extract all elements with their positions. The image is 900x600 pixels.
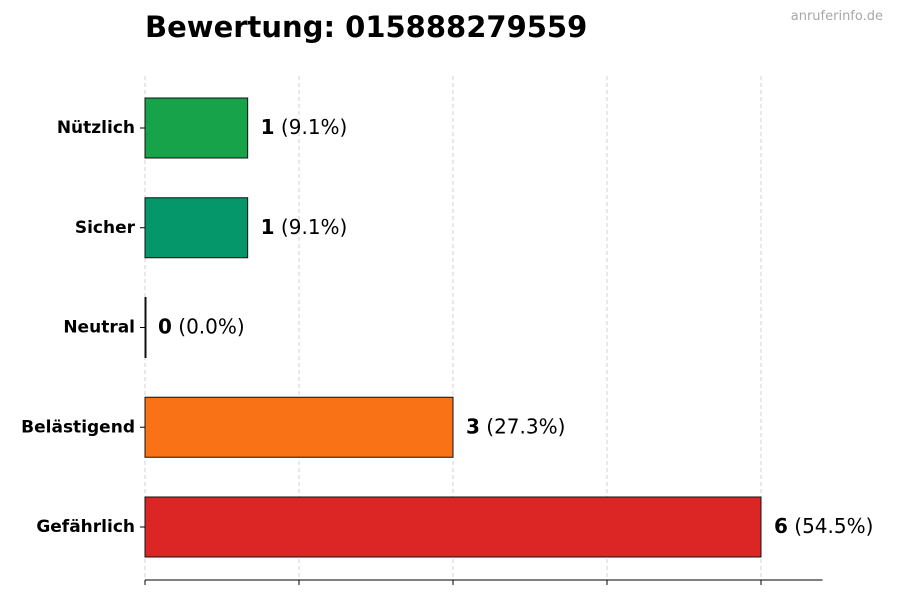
value-label-gefaehrlich: 6 (54.5%) — [774, 514, 873, 538]
value-percent: (27.3%) — [480, 414, 566, 438]
value-label-neutral: 0 (0.0%) — [158, 314, 245, 338]
category-label-gefaehrlich: Gefährlich — [36, 517, 135, 537]
bar-gefaehrlich — [144, 496, 762, 558]
value-count: 3 — [466, 414, 480, 438]
bar-nuetzlich — [144, 97, 249, 159]
axis-layer — [140, 127, 823, 585]
value-percent: (9.1%) — [275, 214, 348, 238]
value-count: 1 — [261, 115, 275, 139]
bar-neutral — [144, 297, 147, 358]
watermark: anruferinfo.de — [790, 9, 883, 24]
category-label-nuetzlich: Nützlich — [57, 118, 135, 138]
value-label-nuetzlich: 1 (9.1%) — [261, 115, 348, 139]
chart-title: Bewertung: 015888279559 — [145, 10, 588, 44]
category-label-belaestigend: Belästigend — [21, 417, 135, 437]
value-count: 0 — [158, 314, 172, 338]
bar-layer — [144, 97, 762, 558]
value-count: 1 — [261, 214, 275, 238]
category-label-neutral: Neutral — [63, 318, 135, 338]
bar-belaestigend — [144, 396, 454, 458]
value-percent: (9.1%) — [275, 115, 348, 139]
bar-sicher — [144, 197, 249, 259]
value-percent: (54.5%) — [788, 514, 874, 538]
value-percent: (0.0%) — [172, 314, 245, 338]
category-label-sicher: Sicher — [75, 218, 136, 238]
value-count: 6 — [774, 514, 788, 538]
value-label-sicher: 1 (9.1%) — [261, 214, 348, 238]
value-label-belaestigend: 3 (27.3%) — [466, 414, 565, 438]
label-layer: Nützlich 1 (9.1%) Sicher 1 (9.1%) Neutral 0 (… — [21, 115, 873, 538]
